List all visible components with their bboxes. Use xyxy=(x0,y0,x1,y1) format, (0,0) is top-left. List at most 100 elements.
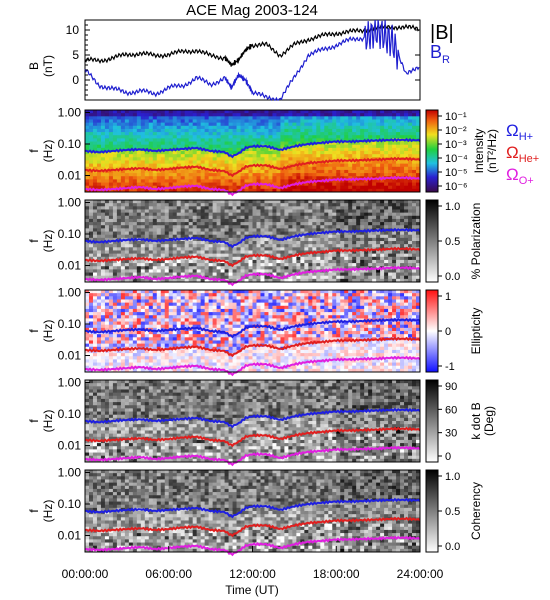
spectrogram-cell xyxy=(136,349,142,354)
spectrogram-cell xyxy=(152,346,158,351)
spectrogram-cell xyxy=(152,334,158,338)
spectrogram-cell xyxy=(344,200,349,204)
spectrogram-cell xyxy=(268,200,273,204)
spectrogram-cell xyxy=(316,256,321,261)
spectrogram-cell xyxy=(380,173,385,177)
spectrogram-cell xyxy=(164,206,170,210)
gyro-line-Oplus xyxy=(84,265,421,287)
spectrogram-cell xyxy=(180,209,186,214)
spectrogram-cell xyxy=(324,215,329,220)
spectrogram-cell xyxy=(124,324,130,329)
spectrogram-cell xyxy=(212,128,218,133)
spectrogram-cell xyxy=(292,241,297,245)
spectrogram-cell xyxy=(224,135,229,139)
spectrogram-cell xyxy=(416,215,421,220)
spectrogram-cell xyxy=(392,135,397,139)
spectrogram-cell xyxy=(168,160,174,165)
spectrogram-cell xyxy=(204,203,210,207)
spectrogram-cell xyxy=(272,157,277,161)
spectrogram-cell xyxy=(180,188,186,193)
spectrogram-cell xyxy=(180,231,186,236)
spectrogram-cell xyxy=(360,266,365,270)
spectrogram-cell xyxy=(316,135,321,139)
spectrogram-cell xyxy=(292,218,297,223)
spectrogram-cell xyxy=(244,256,249,261)
spectrogram-cell xyxy=(216,203,221,207)
spectrogram-cell xyxy=(120,218,126,223)
spectrogram-cell xyxy=(320,119,325,124)
spectrogram-cell xyxy=(216,166,221,171)
spectrogram-cell xyxy=(220,200,225,204)
spectrogram-cell xyxy=(160,293,166,297)
spectrogram-cell xyxy=(120,253,126,258)
spectrogram-cell xyxy=(132,315,138,319)
spectrogram-cell xyxy=(120,259,126,264)
spectrogram-cell xyxy=(152,321,158,326)
spectrogram-cell xyxy=(284,122,289,127)
spectrogram-cell xyxy=(324,222,329,226)
spectrogram-cell xyxy=(328,253,333,258)
spectrogram-cell xyxy=(204,135,210,139)
spectrogram-cell xyxy=(85,218,90,223)
spectrogram-cell xyxy=(100,234,106,239)
spectrogram-cell xyxy=(108,215,114,220)
spectrogram-cell xyxy=(272,231,277,236)
spectrogram-cell xyxy=(392,122,397,127)
spectrogram-cell xyxy=(284,206,289,210)
spectrogram-cell xyxy=(364,222,369,226)
spectrogram-cell xyxy=(308,228,313,232)
spectrogram-cell xyxy=(372,110,377,114)
spectrogram-cell xyxy=(392,147,397,152)
spectrogram-cell xyxy=(152,125,158,130)
spectrogram-cell xyxy=(140,253,146,258)
spectrogram-cell xyxy=(92,356,98,360)
spectrogram-cell xyxy=(160,225,166,229)
spectrogram-cell xyxy=(224,215,229,220)
spectrogram-cell xyxy=(364,163,369,168)
spectrogram-cell xyxy=(116,132,122,136)
spectrogram-cell xyxy=(92,365,98,370)
spectrogram-cell xyxy=(164,222,170,226)
spectrogram-cell xyxy=(240,228,245,232)
spectrogram-cell xyxy=(376,218,381,223)
spectrogram-cell xyxy=(364,212,369,217)
spectrogram-cell xyxy=(272,253,277,258)
spectrogram-cell xyxy=(85,296,90,300)
spectrogram-cell xyxy=(160,305,166,310)
spectrogram-cell xyxy=(172,113,178,117)
spectrogram-cell xyxy=(132,231,138,236)
spectrogram-cell xyxy=(208,157,214,161)
spectrogram-cell xyxy=(312,247,317,251)
spectrogram-cell xyxy=(336,218,341,223)
spectrogram-cell xyxy=(116,188,122,193)
spectrogram-cell xyxy=(132,302,138,307)
spectrogram-cell xyxy=(336,147,341,152)
spectrogram-cell xyxy=(372,244,377,248)
spectrogram-cell xyxy=(412,241,417,245)
spectrogram-cell xyxy=(152,116,158,120)
spectrogram-cell xyxy=(96,290,102,294)
spectrogram-cell xyxy=(148,331,154,335)
spectrogram-cell xyxy=(140,116,146,120)
spectrogram-cell xyxy=(188,241,194,245)
spectrogram-cell xyxy=(212,200,218,204)
spectrogram-cell xyxy=(108,173,114,177)
spectrogram-cell xyxy=(140,218,146,223)
spectrogram-cell xyxy=(168,234,174,239)
spectrogram-cell xyxy=(116,138,122,142)
spectrogram-cell xyxy=(340,141,345,146)
spectrogram-cell xyxy=(148,353,154,357)
spectrogram-cell xyxy=(196,234,202,239)
spectrogram-cell xyxy=(328,116,333,120)
spectrogram-cell xyxy=(176,135,182,139)
spectrogram-cell xyxy=(192,247,198,251)
spectrogram-cell xyxy=(220,185,225,190)
spectrogram-cell xyxy=(276,141,281,146)
spectrogram-cell xyxy=(112,166,118,171)
spectrogram-cell xyxy=(216,132,221,136)
spectrogram-cell xyxy=(188,154,194,158)
spectrogram-cell xyxy=(120,321,126,326)
spectrogram-cell xyxy=(288,113,293,117)
spectrogram-cell xyxy=(268,212,273,217)
spectrogram-cell xyxy=(152,305,158,310)
